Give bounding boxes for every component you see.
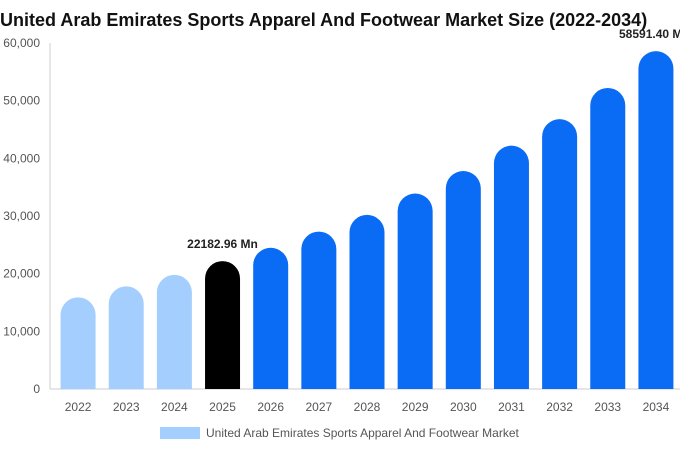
data-label-2034: 58591.40 Mn	[619, 27, 680, 41]
bar-2024	[156, 274, 192, 389]
bar-2023	[108, 286, 144, 389]
y-tick-label: 20,000	[3, 267, 40, 281]
x-tick-label: 2031	[498, 400, 525, 414]
x-tick-label: 2030	[450, 400, 477, 414]
x-tick-label: 2026	[257, 400, 284, 414]
x-tick-label: 2023	[113, 400, 140, 414]
x-tick-label: 2034	[643, 400, 670, 414]
bar-2022	[60, 297, 96, 389]
bar-2026	[253, 247, 289, 389]
x-tick-label: 2022	[65, 400, 92, 414]
y-tick-label: 40,000	[3, 151, 40, 165]
y-tick-label: 50,000	[3, 94, 40, 108]
bar-2032	[542, 119, 578, 390]
data-label-2025: 22182.96 Mn	[187, 237, 258, 251]
bar-2030	[445, 171, 481, 389]
legend-swatch	[160, 427, 200, 439]
x-tick-label: 2028	[354, 400, 381, 414]
legend-label: United Arab Emirates Sports Apparel And …	[206, 426, 519, 440]
x-tick-label: 2033	[594, 400, 621, 414]
y-tick-label: 30,000	[3, 209, 40, 223]
bar-2034	[638, 51, 674, 389]
chart-title: United Arab Emirates Sports Apparel And …	[0, 10, 648, 30]
y-tick-label: 60,000	[3, 36, 40, 50]
x-tick-label: 2027	[305, 400, 332, 414]
bar-2033	[590, 87, 626, 389]
bar-2025	[205, 261, 241, 389]
x-tick-label: 2024	[161, 400, 188, 414]
y-tick-label: 10,000	[3, 324, 40, 338]
x-tick-label: 2029	[402, 400, 429, 414]
bar-2028	[349, 214, 385, 389]
y-tick-label: 0	[33, 382, 40, 396]
bar-2029	[397, 193, 433, 389]
bar-2031	[493, 145, 529, 389]
x-tick-label: 2025	[209, 400, 236, 414]
x-tick-label: 2032	[546, 400, 573, 414]
bar-2027	[301, 231, 337, 389]
